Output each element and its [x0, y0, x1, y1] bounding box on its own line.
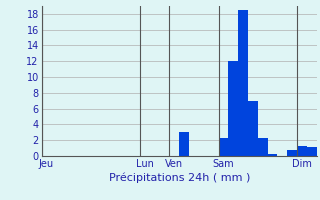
Bar	[219, 138, 228, 156]
Bar	[238, 10, 248, 156]
Bar	[268, 154, 277, 156]
Bar	[258, 138, 268, 156]
Bar	[307, 147, 317, 156]
Bar	[179, 132, 189, 156]
Bar	[297, 146, 307, 156]
Bar	[228, 61, 238, 156]
X-axis label: Précipitations 24h ( mm ): Précipitations 24h ( mm )	[108, 173, 250, 183]
Bar	[287, 150, 297, 156]
Bar	[248, 101, 258, 156]
